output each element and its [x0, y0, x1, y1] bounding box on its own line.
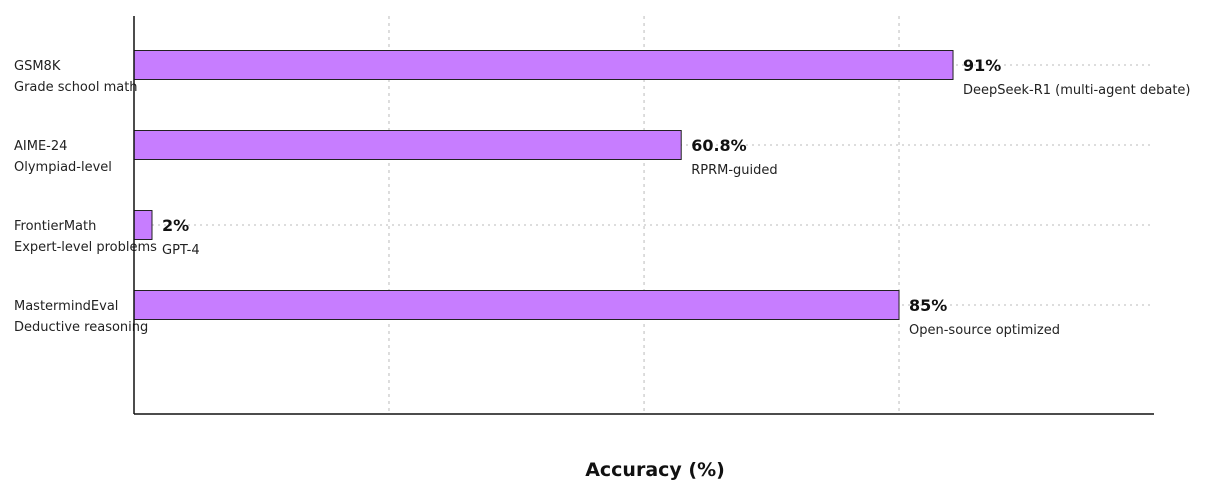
data-annotation-label: RPRM-guided [691, 163, 777, 178]
data-annotation-label: Open-source optimized [909, 323, 1060, 338]
category-subtitle: Grade school math [14, 80, 138, 95]
bars-layer [133, 50, 954, 320]
category-subtitle: Deductive reasoning [14, 320, 148, 335]
data-annotation-label: DeepSeek-R1 (multi-agent debate) [963, 83, 1190, 98]
x-axis-title: Accuracy (%) [585, 459, 725, 481]
category-label: FrontierMath [14, 219, 96, 234]
category-label: GSM8K [14, 59, 61, 74]
category-subtitle: Expert-level problems [14, 240, 157, 255]
bar-mastermindeval [133, 290, 900, 320]
labels-layer: GSM8K Grade school math 91% DeepSeek-R1 (mu… [14, 56, 1190, 338]
data-value-label: 91% [963, 56, 1001, 75]
data-value-label: 85% [909, 296, 947, 315]
bar-frontiermath [133, 210, 153, 240]
category-subtitle: Olympiad-level [14, 160, 112, 175]
data-annotation-label: GPT-4 [162, 243, 200, 258]
data-value-label: 60.8% [691, 136, 747, 155]
data-value-label: 2% [162, 216, 189, 235]
category-label: AIME-24 [14, 139, 67, 154]
bar-gsm8k [133, 50, 954, 80]
bar-aime-24 [133, 130, 682, 160]
category-label: MastermindEval [14, 299, 118, 314]
